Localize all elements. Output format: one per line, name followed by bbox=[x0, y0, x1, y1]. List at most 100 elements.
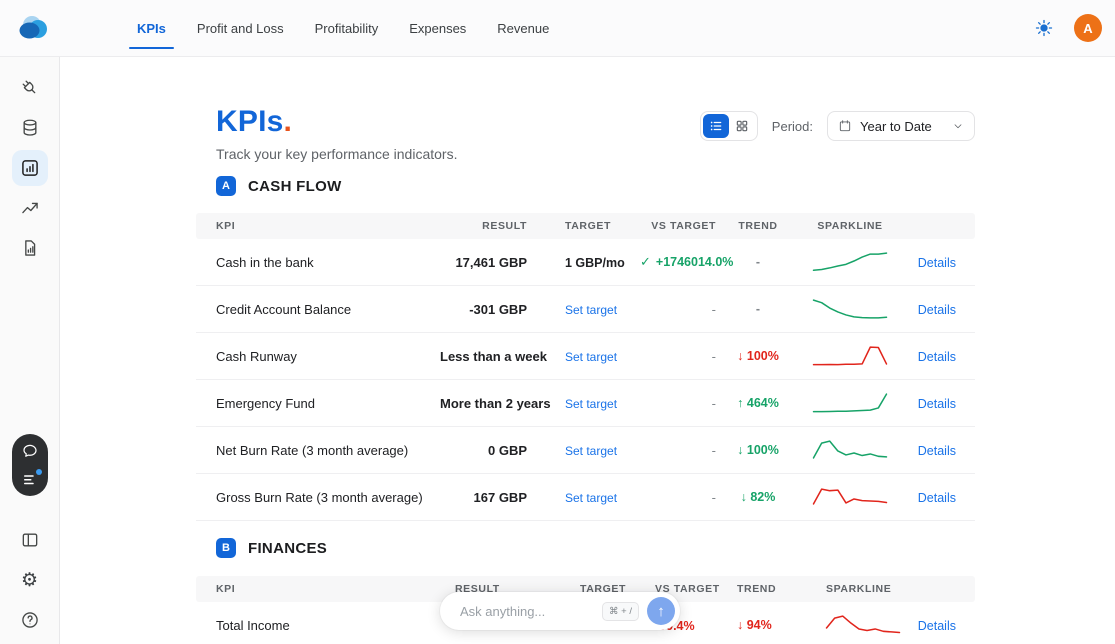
task-list-icon bbox=[23, 475, 34, 485]
kpi-row-gross-burn-rate: Gross Burn Rate (3 month average) 167 GB… bbox=[196, 474, 975, 521]
trend-arrow-icon: ↓ bbox=[740, 490, 747, 504]
kpi-row-cash-in-bank: Cash in the bank 17,461 GBP 1 GBP/mo ✓ +1… bbox=[196, 239, 975, 286]
page-title: KPIs. bbox=[216, 105, 293, 138]
details-link[interactable]: Details bbox=[917, 302, 956, 317]
arrow-up-icon: ↑ bbox=[657, 602, 665, 620]
kpi-row-total-income: Total Income -99.4% ↓ 94% Details bbox=[196, 602, 975, 644]
table-header: KPI RESULT TARGET VS TARGET TREND SPARKL… bbox=[196, 213, 975, 239]
sidebar-item-kpis[interactable] bbox=[11, 150, 48, 186]
sidebar-item-forecast[interactable] bbox=[12, 190, 48, 226]
period-dropdown[interactable]: Year to Date bbox=[827, 111, 975, 141]
sidebar: ⚙ bbox=[0, 57, 60, 644]
top-bar: KPIs Profit and Loss Profitability Expen… bbox=[0, 0, 1115, 57]
trend-arrow-icon: ↓ bbox=[737, 349, 744, 363]
help-icon bbox=[21, 612, 38, 628]
cash-flow-table: KPI RESULT TARGET VS TARGET TREND SPARKL… bbox=[196, 213, 975, 521]
avatar[interactable]: A bbox=[1074, 14, 1102, 42]
trend-value: 100% bbox=[746, 443, 779, 457]
vs-target-value: - bbox=[711, 395, 716, 411]
col-sparkline: SPARKLINE bbox=[817, 220, 883, 232]
details-link[interactable]: Details bbox=[917, 396, 956, 411]
details-link[interactable]: Details bbox=[917, 255, 956, 270]
details-link[interactable]: Details bbox=[917, 349, 956, 364]
kpi-result: 167 GBP bbox=[473, 489, 527, 505]
kpi-row-credit-account-balance: Credit Account Balance -301 GBP Set targ… bbox=[196, 286, 975, 333]
trend-arrow-icon: ↓ bbox=[737, 443, 744, 457]
sidebar-item-data-sources[interactable] bbox=[12, 110, 48, 146]
set-target-link[interactable]: Set target bbox=[565, 302, 618, 317]
check-icon: ✓ bbox=[640, 254, 651, 269]
kpi-row-emergency-fund: Emergency Fund More than 2 years Set tar… bbox=[196, 380, 975, 427]
sparkline-chart bbox=[812, 299, 888, 319]
database-icon bbox=[23, 119, 36, 136]
details-link[interactable]: Details bbox=[917, 443, 956, 458]
ask-anything-input[interactable] bbox=[460, 603, 595, 619]
tab-profitability[interactable]: Profitability bbox=[314, 20, 379, 36]
trend-value: 464% bbox=[746, 396, 779, 410]
trend-value: 94% bbox=[746, 618, 772, 632]
tasks-button[interactable] bbox=[19, 468, 42, 490]
sidebar-item-reports[interactable] bbox=[12, 230, 48, 266]
page-subtitle: Track your key performance indicators. bbox=[216, 146, 458, 162]
section-badge: B bbox=[216, 538, 236, 558]
tab-expenses[interactable]: Expenses bbox=[409, 20, 467, 36]
notification-dot bbox=[35, 469, 42, 475]
kpi-name: Credit Account Balance bbox=[216, 301, 352, 317]
col-trend: TREND bbox=[737, 583, 777, 595]
trend-value: 100% bbox=[746, 349, 779, 363]
chat-button[interactable] bbox=[19, 440, 41, 462]
kpi-name: Emergency Fund bbox=[216, 395, 315, 411]
keyboard-shortcut-badge: ⌘ + / bbox=[602, 601, 639, 621]
trend-value: 82% bbox=[750, 490, 776, 504]
kpi-row-cash-runway: Cash Runway Less than a week Set target … bbox=[196, 333, 975, 380]
kpi-result: Less than a week bbox=[440, 348, 547, 364]
kpi-name: Gross Burn Rate (3 month average) bbox=[216, 489, 423, 505]
list-view-icon bbox=[710, 121, 722, 131]
vs-target-value: - bbox=[711, 442, 716, 458]
sun-icon[interactable] bbox=[1034, 18, 1054, 38]
assistant-pill bbox=[11, 434, 48, 496]
sparkline-chart bbox=[825, 615, 901, 634]
trend-line-icon bbox=[21, 202, 38, 214]
sparkline-chart bbox=[812, 488, 888, 505]
set-target-link[interactable]: Set target bbox=[565, 443, 618, 458]
kpi-name: Total Income bbox=[216, 617, 290, 633]
chevron-down-icon bbox=[954, 124, 962, 129]
vs-target-value: +1746014.0% bbox=[655, 255, 734, 269]
section-cash-flow-header: A CASH FLOW bbox=[216, 176, 342, 196]
kpi-target: 1 GBP/mo bbox=[565, 255, 625, 270]
kpi-name: Cash in the bank bbox=[216, 254, 314, 270]
sidebar-item-settings[interactable]: ⚙ bbox=[12, 562, 48, 598]
ask-anything-bar: ⌘ + / ↑ bbox=[440, 592, 680, 630]
details-link[interactable]: Details bbox=[917, 490, 956, 505]
report-icon bbox=[24, 240, 35, 256]
trend-value: - bbox=[755, 255, 761, 269]
col-vs-target: VS TARGET bbox=[655, 583, 720, 595]
list-view-button[interactable] bbox=[702, 114, 729, 138]
section-title: CASH FLOW bbox=[248, 177, 342, 195]
send-button[interactable]: ↑ bbox=[647, 597, 675, 625]
tab-kpis[interactable]: KPIs bbox=[129, 0, 174, 57]
col-kpi: KPI bbox=[216, 220, 236, 232]
kpi-result: 17,461 GBP bbox=[455, 254, 527, 270]
sidebar-item-help[interactable] bbox=[12, 602, 48, 638]
set-target-link[interactable]: Set target bbox=[565, 349, 618, 364]
set-target-link[interactable]: Set target bbox=[565, 490, 618, 505]
set-target-link[interactable]: Set target bbox=[565, 396, 618, 411]
col-sparkline: SPARKLINE bbox=[826, 583, 892, 595]
details-link[interactable]: Details bbox=[917, 618, 956, 633]
calendar-icon bbox=[839, 120, 851, 132]
sidebar-item-integrations[interactable] bbox=[12, 70, 48, 106]
kpi-row-net-burn-rate: Net Burn Rate (3 month average) 0 GBP Se… bbox=[196, 427, 975, 474]
tab-profit-and-loss[interactable]: Profit and Loss bbox=[196, 20, 284, 36]
kpi-name: Cash Runway bbox=[216, 348, 297, 364]
kpi-name: Net Burn Rate (3 month average) bbox=[216, 442, 409, 458]
sidebar-item-panels[interactable] bbox=[12, 522, 48, 558]
sparkline-chart bbox=[812, 252, 888, 272]
kpi-result: 0 GBP bbox=[487, 442, 527, 458]
grid-view-button[interactable] bbox=[729, 114, 755, 138]
plug-icon bbox=[22, 80, 35, 94]
kpi-result: -301 GBP bbox=[469, 301, 527, 317]
tab-revenue[interactable]: Revenue bbox=[497, 20, 550, 36]
kpi-result: More than 2 years bbox=[440, 395, 551, 411]
